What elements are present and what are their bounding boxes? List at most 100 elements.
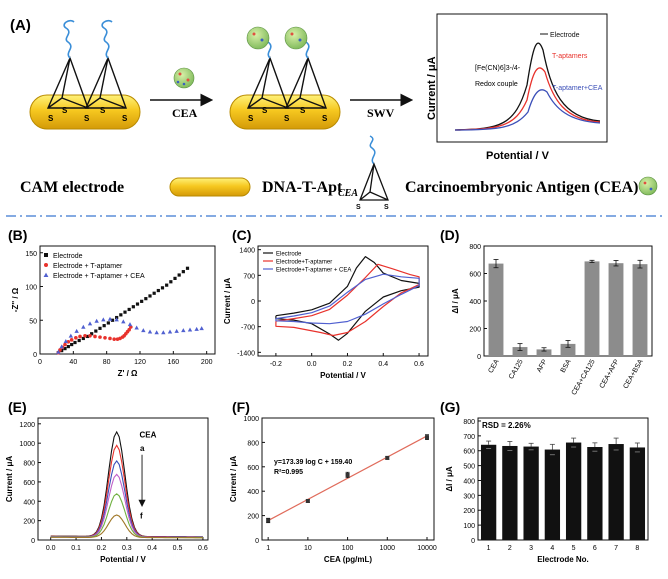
panel-label-g: (G) — [440, 399, 460, 415]
chart-b-point-electrode — [77, 338, 81, 343]
chart-b-point-t-aptamer — [98, 335, 102, 339]
chart-b-nyquist: 0 50 100 150 0 40 80 120 160 200 Z' / Ω -Z'' / Ω Ele… — [11, 245, 216, 378]
chart-b-point-electrode — [169, 280, 173, 284]
cea-antigen-icon — [173, 67, 195, 89]
chart-b-point-electrode — [156, 288, 160, 293]
chart-d-y-tick-label: 600 — [469, 272, 481, 279]
legend-dna-t-apt: DNA-T-Apt — [262, 179, 343, 196]
chart-b-point-electrode — [98, 326, 102, 330]
chart-e-x-tick-label: 0.3 — [122, 545, 132, 552]
chart-b-point-t-aptamer — [74, 336, 78, 340]
chart-b-point-electrode — [177, 273, 181, 277]
chart-e-series-line — [50, 459, 203, 538]
chart-b-point-t-aptamer — [88, 333, 92, 338]
chart-b-point-cea — [81, 324, 86, 329]
chart-c-x-tick-label: 0.6 — [414, 361, 424, 368]
svg-text:S: S — [356, 204, 361, 211]
chart-c-series-line — [275, 273, 420, 325]
svg-text:S: S — [322, 114, 328, 123]
aptamer-loop-1 — [63, 19, 75, 59]
chart-g-category-label: 4 — [550, 545, 554, 552]
chart-d-bar — [512, 347, 528, 356]
chart-g-y-tick-label: 700 — [463, 434, 475, 441]
chart-d-bar — [584, 261, 600, 356]
chart-b-point-electrode — [106, 321, 110, 325]
chart-d-category-label: CEA — [487, 358, 500, 374]
chart-b-point-cea — [121, 319, 126, 324]
chart-b-point-t-aptamer — [58, 348, 62, 352]
chart-b-y-tick-label: 100 — [25, 285, 37, 292]
chart-d-y-tick-label: 0 — [477, 354, 481, 361]
chart-b-point-t-aptamer — [108, 336, 112, 341]
legend-electrode-swatch — [169, 177, 251, 197]
chart-b-point-cea — [68, 333, 74, 338]
inset-x-label: Potential / V — [486, 150, 550, 162]
chart-b-legend-marker — [44, 253, 48, 257]
chart-d-y-tick-label: 800 — [469, 244, 481, 251]
chart-f-x-tick-label: 1000 — [380, 545, 396, 552]
chart-d-bar — [632, 264, 648, 356]
chart-b-point-cea — [94, 318, 99, 323]
chart-b-point-cea — [147, 329, 153, 334]
chart-f-r2: R²=0.995 — [274, 469, 303, 476]
chart-b-point-electrode — [63, 347, 67, 351]
chart-f-frame — [261, 417, 435, 541]
chart-f-point — [345, 472, 350, 477]
chart-d-frame — [483, 245, 653, 357]
chart-f-x-tick-label: 10 — [304, 545, 312, 552]
chart-g-category-label: 7 — [614, 545, 618, 552]
chart-b-point-electrode — [140, 299, 144, 303]
chart-g-y-tick-label: 400 — [463, 478, 475, 485]
chart-g-y-tick-label: 600 — [463, 449, 475, 456]
inset-redox-line1: [Fe(CN)6]3-/4- — [475, 65, 521, 72]
chart-d-category-label: AFP — [536, 358, 549, 374]
chart-f-y-tick-label: 400 — [247, 489, 259, 496]
chart-f-y-tick-label: 800 — [247, 440, 259, 447]
chart-g-category-label: 6 — [593, 545, 597, 552]
chart-e-y-label: Current / μA — [5, 456, 14, 502]
chart-b-point-electrode — [135, 302, 140, 306]
chart-b-point-cea — [199, 326, 204, 331]
chart-b-point-electrode — [90, 332, 94, 336]
chart-f-x-tick-label: 1 — [266, 545, 270, 552]
chart-c-x-tick-label: 0.0 — [307, 361, 317, 368]
chart-e-annotation-f: f — [140, 512, 143, 521]
chart-g-bar — [480, 444, 497, 540]
chart-b-legend-label: Electrode — [53, 253, 83, 260]
chart-f-point — [425, 435, 430, 440]
chart-g-y-tick-label: 500 — [463, 464, 475, 471]
panel-label-a: (A) — [10, 17, 31, 34]
chart-e-y-tick-label: 0 — [31, 538, 35, 545]
chart-b-point-cea — [181, 328, 186, 333]
chart-b-point-cea — [107, 316, 113, 321]
inset-curve-t-aptamer-cea — [454, 89, 601, 131]
legend-cam-electrode: CAM electrode — [20, 179, 124, 196]
chart-b-point-cea — [154, 330, 159, 335]
chart-b-point-electrode — [85, 334, 90, 339]
panel-label-b: (B) — [8, 227, 27, 243]
chart-d-y-label: ΔI / μA — [451, 288, 460, 314]
chart-g-category-label: 1 — [487, 545, 491, 552]
chart-d-bar — [608, 263, 624, 356]
chart-g-y-tick-label: 0 — [471, 538, 475, 545]
aptamer-loop-2 — [101, 19, 113, 59]
chart-b-x-label: Z' / Ω — [118, 369, 138, 378]
chart-f-fit-line — [267, 435, 428, 522]
inset-y-label: Current / μA — [426, 56, 438, 120]
chart-g-bar — [502, 445, 518, 540]
chart-d-category-label: CEA+CA125 — [571, 358, 597, 396]
chart-e-x-tick-label: 0.2 — [97, 545, 107, 552]
chart-d-category-label: CA125 — [508, 358, 525, 380]
chart-g-category-label: 5 — [572, 545, 576, 552]
chart-c-x-label: Potential / V — [320, 371, 366, 380]
chart-b-point-t-aptamer — [63, 342, 67, 347]
chart-b-point-electrode — [123, 310, 127, 314]
chart-d-selectivity: 0 200 400 600 800 ΔI / μA CEA CA125 AFP BSACEA+CA… — [451, 244, 653, 397]
inset-legend-t-aptamers: T-aptamers — [552, 53, 588, 60]
chart-e-y-tick-label: 600 — [23, 480, 35, 487]
chart-c-legend-label: Electrode+T-aptamer — [276, 260, 332, 266]
chart-b-x-tick-label: 80 — [103, 359, 111, 366]
chart-b-point-cea — [127, 322, 133, 327]
chart-e-annotation-a: a — [140, 444, 145, 453]
